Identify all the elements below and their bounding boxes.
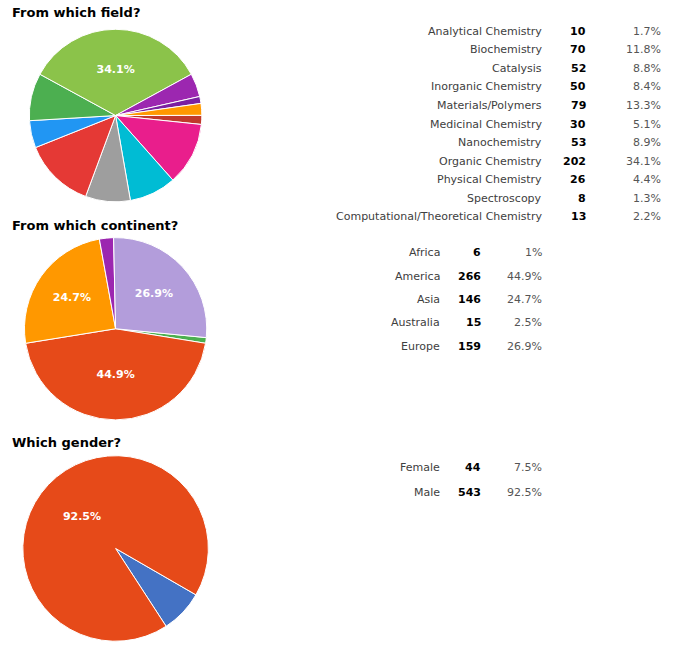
svg-text:202: 202 xyxy=(563,155,586,168)
svg-text:From which continent?: From which continent? xyxy=(12,218,178,233)
svg-text:92.5%: 92.5% xyxy=(63,510,101,523)
svg-text:Australia: Australia xyxy=(391,316,440,329)
svg-text:26: 26 xyxy=(570,173,586,186)
svg-text:6: 6 xyxy=(473,246,481,259)
svg-text:Analytical Chemistry: Analytical Chemistry xyxy=(428,25,542,38)
svg-text:7.5%: 7.5% xyxy=(514,461,542,474)
svg-text:30: 30 xyxy=(570,118,586,131)
svg-text:34.1%: 34.1% xyxy=(626,155,661,168)
svg-text:159: 159 xyxy=(458,340,481,353)
svg-text:Which gender?: Which gender? xyxy=(12,435,121,450)
svg-text:Computational/Theoretical Chem: Computational/Theoretical Chemistry xyxy=(336,210,542,223)
svg-text:13.3%: 13.3% xyxy=(626,99,661,112)
svg-text:13: 13 xyxy=(571,210,586,223)
svg-text:Biochemistry: Biochemistry xyxy=(470,43,542,56)
svg-text:44.9%: 44.9% xyxy=(507,270,542,283)
svg-text:8.9%: 8.9% xyxy=(633,136,661,149)
svg-text:10: 10 xyxy=(570,25,586,38)
svg-text:26.9%: 26.9% xyxy=(507,340,542,353)
svg-text:26.9%: 26.9% xyxy=(135,287,173,300)
svg-text:53: 53 xyxy=(571,136,586,149)
svg-text:266: 266 xyxy=(458,270,481,283)
svg-text:Spectroscopy: Spectroscopy xyxy=(467,192,542,205)
svg-text:44.9%: 44.9% xyxy=(97,368,135,381)
svg-text:2.2%: 2.2% xyxy=(633,210,661,223)
svg-text:1.7%: 1.7% xyxy=(633,25,661,38)
svg-text:44: 44 xyxy=(465,461,481,474)
svg-text:5.1%: 5.1% xyxy=(633,118,661,131)
svg-text:543: 543 xyxy=(458,486,481,499)
svg-text:2.5%: 2.5% xyxy=(514,316,542,329)
svg-text:4.4%: 4.4% xyxy=(633,173,661,186)
svg-text:146: 146 xyxy=(458,293,481,306)
svg-text:Catalysis: Catalysis xyxy=(492,62,542,75)
svg-text:24.7%: 24.7% xyxy=(507,293,542,306)
svg-text:Medicinal Chemistry: Medicinal Chemistry xyxy=(430,118,542,131)
svg-text:52: 52 xyxy=(571,62,586,75)
svg-text:34.1%: 34.1% xyxy=(97,63,135,76)
svg-text:24.7%: 24.7% xyxy=(53,291,91,304)
svg-text:Nanochemistry: Nanochemistry xyxy=(458,136,542,149)
svg-text:Materials/Polymers: Materials/Polymers xyxy=(437,99,542,112)
svg-text:Organic Chemistry: Organic Chemistry xyxy=(439,155,542,168)
svg-text:Asia: Asia xyxy=(417,293,440,306)
svg-text:8: 8 xyxy=(578,192,586,205)
svg-text:11.8%: 11.8% xyxy=(626,43,661,56)
svg-text:50: 50 xyxy=(570,80,586,93)
svg-text:America: America xyxy=(395,270,440,283)
svg-text:92.5%: 92.5% xyxy=(507,486,542,499)
svg-text:79: 79 xyxy=(571,99,586,112)
svg-text:Female: Female xyxy=(400,461,440,474)
svg-text:1%: 1% xyxy=(525,246,542,259)
svg-text:Physical Chemistry: Physical Chemistry xyxy=(437,173,542,186)
svg-text:Inorganic Chemistry: Inorganic Chemistry xyxy=(431,80,542,93)
svg-text:From which field?: From which field? xyxy=(12,5,140,20)
svg-text:15: 15 xyxy=(466,316,481,329)
svg-text:Africa: Africa xyxy=(409,246,440,259)
svg-text:Male: Male xyxy=(414,486,440,499)
svg-text:Europe: Europe xyxy=(401,340,440,353)
svg-text:8.8%: 8.8% xyxy=(633,62,661,75)
svg-text:70: 70 xyxy=(570,43,586,56)
svg-text:8.4%: 8.4% xyxy=(633,80,661,93)
svg-text:1.3%: 1.3% xyxy=(633,192,661,205)
